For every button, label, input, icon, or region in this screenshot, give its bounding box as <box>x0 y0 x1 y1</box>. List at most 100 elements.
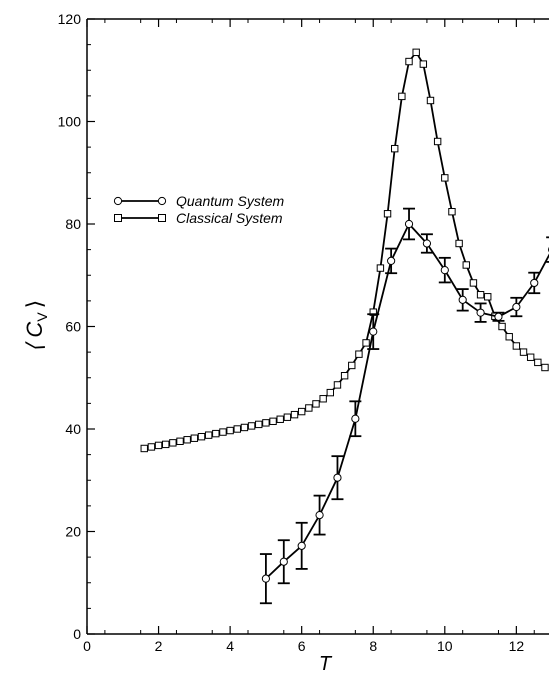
y-tick-label: 40 <box>65 421 81 437</box>
x-axis-title: T <box>319 653 333 673</box>
data-point-classical <box>398 92 406 101</box>
x-tick-label: 0 <box>83 638 91 654</box>
data-point-classical <box>262 419 270 427</box>
legend-item-classical: Classical System <box>114 210 283 226</box>
data-point-quantum <box>512 302 521 312</box>
y-axis-title-close: ⟩ <box>22 300 47 309</box>
data-point-classical <box>426 96 435 105</box>
x-tick-label: 2 <box>155 638 163 654</box>
legend-marker-classical-left <box>114 214 122 222</box>
x-axis-tick-labels: 0 2 4 6 8 10 12 <box>83 638 524 654</box>
data-point-classical <box>512 342 521 350</box>
data-point-quantum <box>494 312 503 321</box>
data-point-classical <box>140 444 148 453</box>
data-point-classical <box>247 422 256 430</box>
data-point-classical <box>240 423 249 432</box>
x-tick-label: 8 <box>369 638 377 654</box>
data-point-classical <box>419 60 428 68</box>
data-point-classical <box>469 279 478 287</box>
y-tick-label: 60 <box>65 319 81 335</box>
data-point-classical <box>519 348 528 356</box>
data-point-classical <box>498 322 506 331</box>
data-point-classical <box>405 57 413 66</box>
data-point-quantum <box>422 239 432 248</box>
data-point-quantum <box>297 541 306 550</box>
data-point-classical <box>319 395 327 403</box>
data-point-classical <box>312 400 320 408</box>
data-point-quantum <box>458 295 467 304</box>
data-point-classical <box>169 439 177 447</box>
data-point-classical <box>391 144 399 153</box>
y-axis-tick-labels: 0 20 40 60 80 100 120 <box>58 11 82 642</box>
legend-label-quantum: Quantum System <box>176 193 284 209</box>
data-point-classical <box>183 436 191 444</box>
data-point-quantum <box>279 557 288 566</box>
data-point-quantum <box>476 308 485 317</box>
legend-label-classical: Classical System <box>176 210 283 226</box>
series-line-classical <box>144 51 546 450</box>
data-point-classical <box>534 358 542 367</box>
x-tick-label: 10 <box>437 638 453 654</box>
data-point-quantum <box>315 510 324 520</box>
data-point-classical <box>348 361 356 370</box>
data-point-quantum <box>530 278 539 288</box>
data-point-classical <box>412 48 420 57</box>
data-point-classical <box>269 417 277 426</box>
y-tick-label: 0 <box>73 626 81 642</box>
data-point-classical <box>176 437 184 446</box>
data-point-classical <box>376 264 385 272</box>
y-axis-title-open: ⟨ C <box>22 322 47 353</box>
data-point-classical <box>526 353 535 361</box>
legend-item-quantum: Quantum System <box>113 193 284 209</box>
data-point-classical <box>147 443 156 451</box>
data-point-quantum <box>369 327 378 336</box>
data-point-classical <box>455 239 463 248</box>
data-point-classical <box>541 363 549 372</box>
data-point-classical <box>355 350 363 358</box>
data-point-quantum <box>440 266 449 275</box>
x-tick-label: 12 <box>509 638 525 654</box>
series-line-quantum <box>265 223 549 580</box>
data-point-classical <box>219 428 227 436</box>
data-point-classical <box>197 432 206 441</box>
data-point-classical <box>283 413 292 421</box>
legend-marker-quantum-right <box>157 196 167 206</box>
data-point-classical <box>162 440 170 449</box>
y-tick-label: 100 <box>58 114 82 130</box>
data-point-classical <box>297 407 306 416</box>
data-point-classical <box>441 174 449 182</box>
data-point-classical <box>383 210 392 218</box>
data-point-classical <box>204 431 213 439</box>
data-point-classical <box>212 429 220 438</box>
data-point-classical <box>154 441 163 450</box>
data-point-classical <box>276 415 284 423</box>
data-point-classical <box>505 333 513 341</box>
data-point-classical <box>333 381 342 389</box>
data-point-classical <box>484 293 492 301</box>
data-point-classical <box>290 410 299 419</box>
data-point-classical <box>476 291 485 299</box>
y-tick-label: 120 <box>58 11 82 27</box>
data-point-classical <box>190 434 199 442</box>
x-tick-label: 6 <box>298 638 306 654</box>
y-tick-label: 20 <box>65 524 81 540</box>
x-tick-label: 4 <box>226 638 234 654</box>
data-point-classical <box>255 420 263 429</box>
y-axis-title-subscript: V <box>34 312 50 322</box>
data-point-quantum <box>351 414 360 423</box>
y-tick-label: 80 <box>65 216 81 232</box>
x-axis-ticks <box>86 19 535 634</box>
plot-area <box>140 48 549 605</box>
y-axis-ticks <box>87 18 95 635</box>
data-point-quantum <box>333 473 342 482</box>
data-point-classical <box>462 261 470 269</box>
series-layer <box>140 48 549 605</box>
data-point-classical <box>362 339 370 347</box>
data-point-classical <box>340 372 349 380</box>
data-point-classical <box>326 388 335 397</box>
legend: Quantum System Classical System <box>113 193 284 226</box>
data-point-quantum <box>261 574 270 583</box>
data-point-classical <box>305 404 313 412</box>
data-point-quantum <box>404 219 414 229</box>
